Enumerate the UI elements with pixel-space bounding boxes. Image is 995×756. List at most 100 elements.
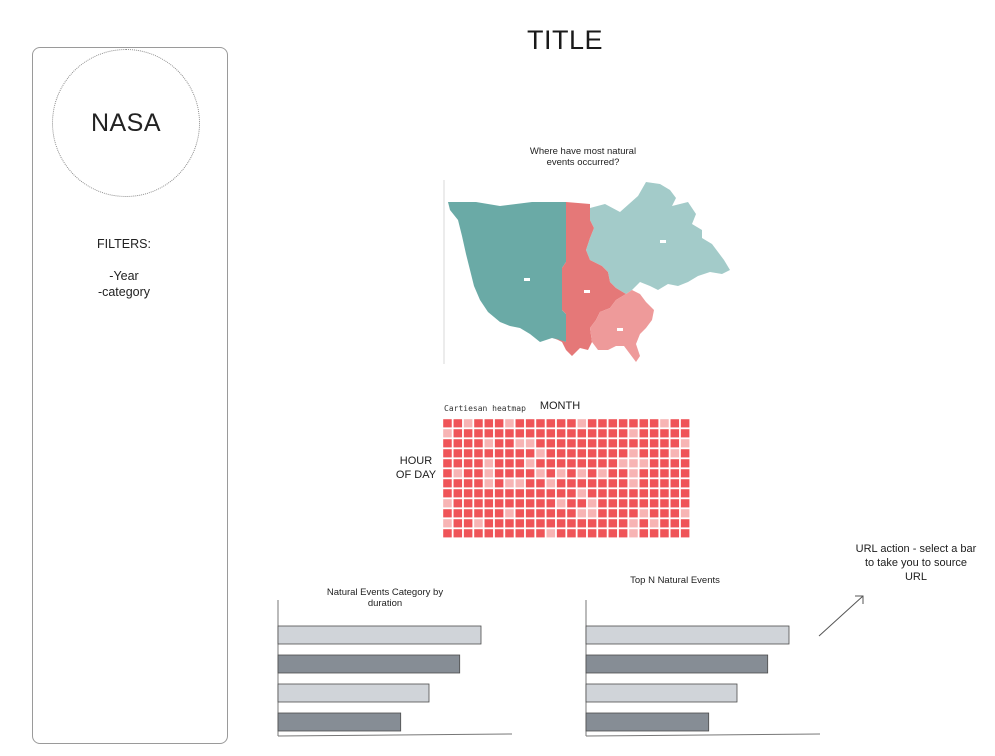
heatmap-cell[interactable] [463, 509, 473, 518]
heatmap-cell[interactable] [660, 439, 669, 448]
heatmap-cell[interactable] [505, 429, 514, 438]
heatmap-cell[interactable] [556, 529, 566, 538]
heatmap-cell[interactable] [525, 529, 535, 538]
heatmap-cell[interactable] [505, 439, 514, 448]
heatmap-cell[interactable] [505, 499, 514, 508]
heatmap-cell[interactable] [567, 439, 576, 448]
heatmap-cell[interactable] [505, 519, 514, 528]
heatmap-cell[interactable] [484, 449, 494, 458]
heatmap-cell[interactable] [463, 459, 473, 468]
heatmap-cell[interactable] [577, 459, 587, 468]
heatmap-cell[interactable] [660, 479, 669, 488]
heatmap-cell[interactable] [556, 469, 566, 478]
heatmap-cell[interactable] [443, 429, 452, 438]
heatmap-cell[interactable] [587, 469, 597, 478]
heatmap-cell[interactable] [443, 509, 452, 518]
heatmap-cell[interactable] [629, 509, 638, 518]
heatmap-cell[interactable] [639, 449, 649, 458]
heatmap-cell[interactable] [608, 429, 618, 438]
bar-chart-1-bar[interactable] [277, 625, 482, 645]
heatmap-cell[interactable] [525, 499, 535, 508]
heatmap-cell[interactable] [546, 519, 556, 528]
heatmap-cell[interactable] [453, 479, 463, 488]
heatmap-cell[interactable] [546, 419, 556, 428]
heatmap-cell[interactable] [463, 489, 473, 498]
heatmap-cell[interactable] [618, 439, 628, 448]
heatmap-cell[interactable] [649, 439, 659, 448]
heatmap-cell[interactable] [670, 459, 680, 468]
heatmap-cell[interactable] [494, 509, 504, 518]
heatmap-cell[interactable] [598, 499, 607, 508]
heatmap-cell[interactable] [463, 529, 473, 538]
heatmap-cell[interactable] [639, 459, 649, 468]
heatmap-cell[interactable] [443, 479, 452, 488]
heatmap-cell[interactable] [629, 419, 638, 428]
heatmap-cell[interactable] [556, 489, 566, 498]
heatmap-cell[interactable] [556, 449, 566, 458]
heatmap-cell[interactable] [525, 519, 535, 528]
heatmap-cell[interactable] [618, 499, 628, 508]
heatmap-cell[interactable] [598, 509, 607, 518]
bar-chart-2-bar[interactable] [585, 712, 710, 732]
heatmap-cell[interactable] [577, 449, 587, 458]
heatmap-cell[interactable] [556, 429, 566, 438]
heatmap-cell[interactable] [670, 489, 680, 498]
heatmap-cell[interactable] [587, 449, 597, 458]
heatmap-cell[interactable] [598, 439, 607, 448]
heatmap-cell[interactable] [474, 459, 483, 468]
heatmap-cell[interactable] [515, 509, 525, 518]
heatmap-cell[interactable] [453, 449, 463, 458]
heatmap-cell[interactable] [484, 509, 494, 518]
heatmap-cell[interactable] [577, 419, 587, 428]
heatmap-cell[interactable] [443, 459, 452, 468]
heatmap-cell[interactable] [608, 519, 618, 528]
heatmap-cell[interactable] [660, 469, 669, 478]
heatmap-cell[interactable] [505, 469, 514, 478]
heatmap-cell[interactable] [443, 519, 452, 528]
heatmap-cell[interactable] [598, 529, 607, 538]
heatmap-cell[interactable] [484, 439, 494, 448]
heatmap-cell[interactable] [463, 519, 473, 528]
heatmap-cell[interactable] [608, 459, 618, 468]
heatmap-cell[interactable] [608, 499, 618, 508]
heatmap-cell[interactable] [670, 529, 680, 538]
heatmap-cell[interactable] [567, 479, 576, 488]
heatmap-cell[interactable] [608, 489, 618, 498]
heatmap-cell[interactable] [453, 439, 463, 448]
heatmap-cell[interactable] [443, 499, 452, 508]
heatmap-cell[interactable] [525, 419, 535, 428]
heatmap-cell[interactable] [474, 439, 483, 448]
heatmap-cell[interactable] [443, 439, 452, 448]
heatmap-cell[interactable] [515, 529, 525, 538]
heatmap-cell[interactable] [680, 499, 690, 508]
heatmap-cell[interactable] [505, 509, 514, 518]
heatmap-cell[interactable] [546, 509, 556, 518]
heatmap-cell[interactable] [680, 509, 690, 518]
heatmap-cell[interactable] [618, 519, 628, 528]
bar-chart-2-bar[interactable] [585, 625, 790, 645]
heatmap-cell[interactable] [536, 529, 545, 538]
heatmap-cell[interactable] [505, 489, 514, 498]
heatmap-cell[interactable] [515, 439, 525, 448]
heatmap-cell[interactable] [567, 519, 576, 528]
heatmap-cell[interactable] [546, 459, 556, 468]
heatmap-cell[interactable] [639, 489, 649, 498]
heatmap-cell[interactable] [587, 529, 597, 538]
heatmap-cell[interactable] [494, 439, 504, 448]
heatmap-cell[interactable] [546, 469, 556, 478]
heatmap-cell[interactable] [577, 499, 587, 508]
heatmap-cell[interactable] [453, 529, 463, 538]
heatmap-cell[interactable] [670, 419, 680, 428]
heatmap-cell[interactable] [463, 479, 473, 488]
heatmap-cell[interactable] [618, 429, 628, 438]
heatmap-cell[interactable] [618, 449, 628, 458]
heatmap-cell[interactable] [474, 429, 483, 438]
heatmap-cell[interactable] [525, 489, 535, 498]
heatmap-cell[interactable] [556, 459, 566, 468]
bar-chart-1-bar[interactable] [277, 654, 461, 674]
heatmap-cell[interactable] [525, 439, 535, 448]
bar-chart-2-bar[interactable] [585, 683, 738, 703]
bar-chart-1-bar[interactable] [277, 712, 402, 732]
heatmap-cell[interactable] [598, 519, 607, 528]
heatmap-cell[interactable] [618, 529, 628, 538]
